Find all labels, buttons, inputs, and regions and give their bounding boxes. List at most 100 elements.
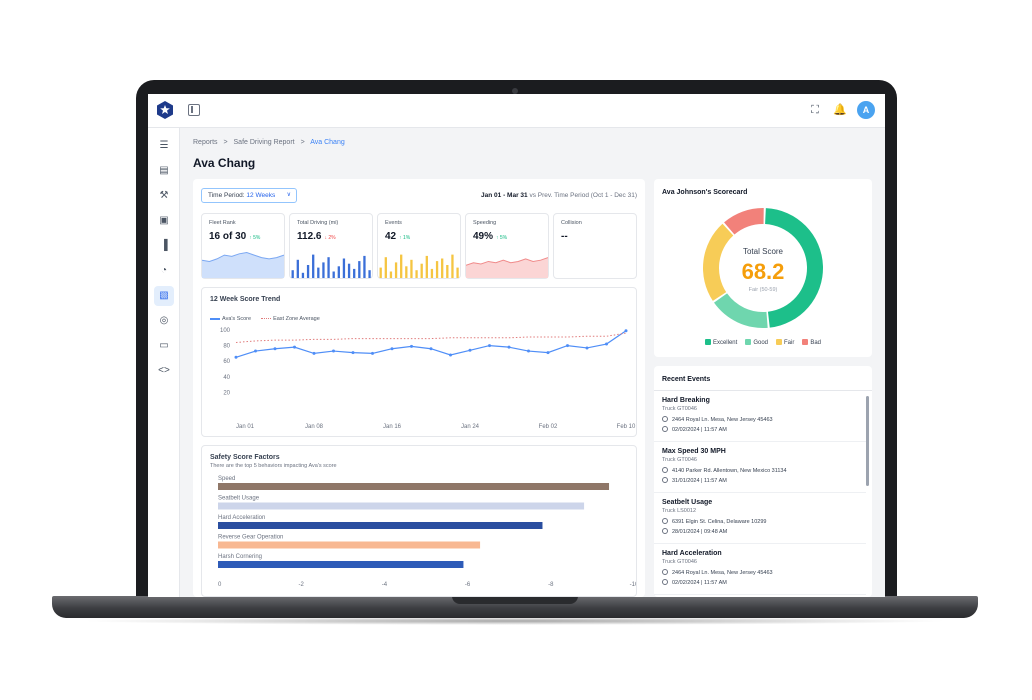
kpi-bar <box>312 254 315 278</box>
user-avatar[interactable]: A <box>857 101 875 119</box>
donut-slice <box>724 208 764 235</box>
sidebar-item-list-icon[interactable]: ☰ <box>159 140 169 151</box>
breadcrumb-safe-driving[interactable]: Safe Driving Report <box>233 139 295 146</box>
sidebar-item-tools-icon[interactable]: ⚒ <box>159 190 169 201</box>
event-title: Hard Acceleration <box>662 550 722 557</box>
kpi-card[interactable]: Collision -- <box>553 213 637 279</box>
y-tick-label: 100 <box>220 328 231 334</box>
sidebar-item-analytics-icon[interactable]: ▐ <box>160 240 168 251</box>
event-address: 2464 Royal Ln. Mesa, New Jersey 45463 <box>662 416 866 423</box>
factors-subtitle: There are the top 5 behaviors impacting … <box>210 463 337 469</box>
ava-score-point <box>390 347 394 351</box>
kpi-card[interactable]: Total Driving (mi) 112.6 ↓ 2% <box>289 213 373 279</box>
legend-item[interactable]: Fair <box>776 339 794 346</box>
kpi-bar <box>420 263 423 278</box>
kpi-card[interactable]: Events 42 ↑ 1% <box>377 213 461 279</box>
kpi-card[interactable]: Fleet Rank 16 of 30 ↑ 5% <box>201 213 285 279</box>
bell-icon[interactable]: 🔔 <box>833 104 847 116</box>
y-tick-label: 80 <box>223 344 230 350</box>
page-title: Ava Chang <box>193 156 256 170</box>
kpi-line <box>202 252 284 262</box>
kpi-label: Fleet Rank <box>209 220 236 226</box>
kpi-bar <box>353 268 356 278</box>
ava-score-point <box>254 349 257 353</box>
fullscreen-icon[interactable]: ⛶ <box>811 104 819 116</box>
sidebar-item-code-icon[interactable]: <> <box>158 365 170 376</box>
series-east-zone-line <box>235 332 627 343</box>
event-address: 6391 Elgin St. Celina, Delaware 10299 <box>662 518 866 525</box>
factors-chart: Speed Seatbelt Usage Hard Acceleration Reve… <box>218 476 636 588</box>
ava-score-point <box>410 344 413 348</box>
legend-east-zone[interactable]: East Zone Average <box>261 316 320 322</box>
ava-score-point <box>273 347 277 351</box>
legend-item[interactable]: Excellent <box>704 339 737 346</box>
location-pin-icon <box>662 518 668 524</box>
ava-score-point <box>293 345 296 349</box>
ava-score-point <box>507 345 511 349</box>
kpi-card[interactable]: Speeding 49% ↑ 5% <box>465 213 549 279</box>
x-tick-label: 0 <box>218 582 222 588</box>
ava-score-point <box>351 351 355 355</box>
legend-item[interactable]: Good <box>745 339 768 346</box>
kpi-area <box>466 257 548 278</box>
kpi-bar <box>441 258 444 278</box>
kpi-bar <box>384 257 387 278</box>
sidebar-item-reports-icon[interactable]: ▧ <box>154 286 174 306</box>
event-item[interactable]: Max Speed 30 MPH Truck GT0046 4140 Parke… <box>654 442 866 493</box>
sidebar-item-map-icon[interactable]: ▤ <box>159 165 169 176</box>
kpi-value: 49% ↑ 5% <box>473 231 508 242</box>
x-tick-label: Feb 02 <box>539 424 558 430</box>
kpi-bar <box>306 265 310 278</box>
event-item[interactable]: Seatbelt Usage Truck LS0012 6391 Elgin S… <box>654 493 866 544</box>
kpi-delta: ↓ 2% <box>324 235 336 241</box>
factor-bar <box>218 483 610 490</box>
top-bar: ⛶ 🔔 A <box>148 94 885 128</box>
factors-title: Safety Score Factors <box>210 454 280 461</box>
kpi-label: Events <box>385 220 402 226</box>
factor-label: Hard Acceleration <box>218 515 265 521</box>
kpi-bar <box>425 255 428 278</box>
kpi-bar <box>301 272 305 278</box>
legend-ava-score[interactable]: Ava's Score <box>210 316 251 322</box>
x-tick-label: -4 <box>382 582 388 588</box>
ava-score-point <box>449 353 452 357</box>
kpi-sparkline <box>291 254 371 278</box>
ava-score-point <box>546 351 550 355</box>
sidebar: ☰ ▤ ⚒ ▣ ▐ ◔ ▧ ◎ ▭ <> <box>148 128 180 597</box>
y-tick-label: 40 <box>223 375 230 381</box>
kpi-bar <box>410 259 413 278</box>
event-item[interactable]: Hard Breaking Truck GT0046 2464 Royal Ln… <box>654 391 866 442</box>
camera-dot <box>512 88 518 94</box>
kpi-value: 16 of 30 ↑ 5% <box>209 231 261 242</box>
legend-item[interactable]: Bad <box>802 339 821 346</box>
app-logo-icon[interactable] <box>156 100 174 120</box>
kpi-bar <box>456 267 459 278</box>
sidebar-item-archive-icon[interactable]: ▣ <box>159 215 169 226</box>
trend-title: 12 Week Score Trend <box>210 296 281 303</box>
scorecard-title: Ava Johnson's Scorecard <box>662 189 748 196</box>
kpi-bar <box>415 270 418 278</box>
clock-icon <box>662 528 668 534</box>
clock-icon <box>662 477 668 483</box>
clock-icon <box>662 579 668 585</box>
kpi-area <box>202 252 284 278</box>
kpi-bar <box>291 270 294 278</box>
kpi-bar <box>368 270 371 278</box>
total-score-band: Fair (50-59) <box>748 287 778 293</box>
time-period-select[interactable]: Time Period: 12 Weeks ∨ <box>201 188 297 203</box>
sidebar-item-location-icon[interactable]: ◎ <box>159 315 169 326</box>
x-tick-label: Jan 08 <box>305 424 324 430</box>
event-item[interactable]: Hard Acceleration Truck GT0046 2464 Roya… <box>654 544 866 595</box>
events-scrollbar[interactable] <box>866 396 869 486</box>
kpi-bar <box>358 261 361 278</box>
sidebar-toggle-icon[interactable] <box>188 104 200 116</box>
donut-slice <box>703 223 734 301</box>
kpi-value: -- <box>561 231 568 242</box>
factor-label: Reverse Gear Operation <box>218 535 283 541</box>
ava-score-point <box>527 349 530 353</box>
kpi-bar <box>337 266 340 278</box>
event-time: 31/01/2024 | 11:57 AM <box>662 477 866 484</box>
sidebar-item-billing-icon[interactable]: ▭ <box>159 340 169 351</box>
sidebar-item-gauge-icon[interactable]: ◔ <box>160 265 168 276</box>
breadcrumb-reports[interactable]: Reports <box>193 139 218 146</box>
